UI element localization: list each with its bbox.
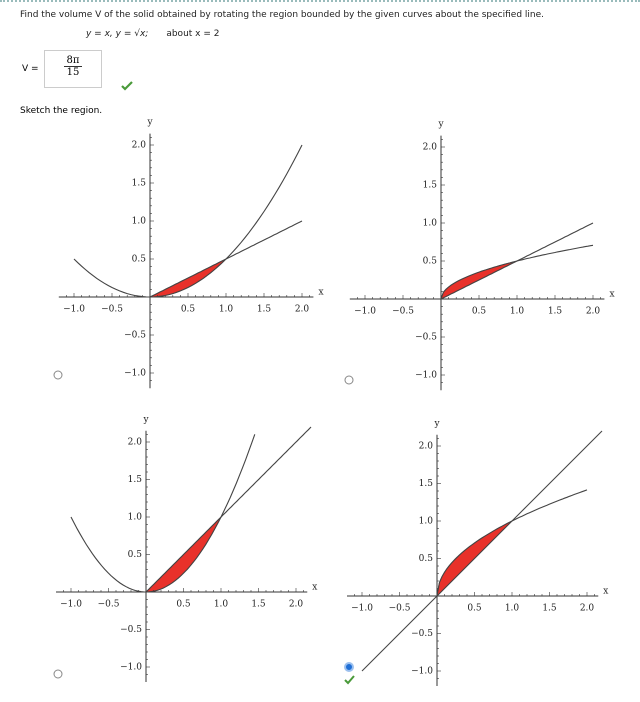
x-tick-label: −1.0 <box>351 604 373 614</box>
rotation-axis: about x = 2 <box>166 29 220 39</box>
radio-button[interactable] <box>53 669 63 679</box>
x-axis-label: x <box>312 583 317 593</box>
curve <box>440 244 594 300</box>
y-tick-label: 1.0 <box>128 513 143 523</box>
radio-button[interactable] <box>344 375 354 385</box>
prompt: Sketch the region. <box>20 106 103 116</box>
curve <box>73 144 303 298</box>
x-tick-label: −1.0 <box>354 307 376 317</box>
y-tick-label: −0.5 <box>411 629 433 639</box>
x-tick-label: 1.5 <box>257 305 272 315</box>
x-tick-label: 2.0 <box>580 604 595 614</box>
x-tick-label: 2.0 <box>586 307 601 317</box>
radio-button[interactable] <box>53 370 63 380</box>
radio-button[interactable] <box>344 662 354 672</box>
graph: −1.0 −0.5 0.5 1.0 1.5 2.0 2.0 1.5 1.0 0.5 −0.5 −1.0… <box>53 415 317 682</box>
x-tick-label: 0.5 <box>181 305 196 315</box>
x-tick-label: −0.5 <box>101 305 123 315</box>
equation-row: y = x, y = √x; about x = 2 <box>86 29 219 39</box>
x-tick-label: −0.5 <box>392 307 414 317</box>
y-tick-label: −1.0 <box>415 371 437 381</box>
x-tick-label: 1.0 <box>219 305 234 315</box>
question: Find the volume V of the solid obtained … <box>20 10 544 20</box>
y-tick-label: 2.0 <box>132 141 147 151</box>
y-tick-label: 1.5 <box>423 181 438 191</box>
line-curve <box>440 222 594 300</box>
x-tick-label: 1.5 <box>548 307 563 317</box>
y-tick-label: 1.5 <box>419 479 434 489</box>
numerator: 8π <box>63 55 83 67</box>
y-axis-label: y <box>437 120 444 130</box>
x-tick-label: 1.0 <box>214 600 229 610</box>
y-tick-label: 2.0 <box>419 442 434 452</box>
x-tick-label: 1.5 <box>251 600 266 610</box>
x-tick-label: 2.0 <box>289 600 304 610</box>
y-tick-label: −1.0 <box>411 667 433 677</box>
x-tick-label: 1.0 <box>505 604 520 614</box>
y-tick-label: −1.0 <box>124 369 146 379</box>
answer-box[interactable]: 8π 15 <box>44 50 102 88</box>
x-tick-label: −1.0 <box>60 600 82 610</box>
y-tick-label: −1.0 <box>120 663 142 673</box>
y-axis-label: y <box>433 419 440 429</box>
x-tick-label: 2.0 <box>295 305 310 315</box>
y-tick-label: 0.5 <box>128 550 143 560</box>
y-tick-label: −0.5 <box>415 333 437 343</box>
x-tick-label: −0.5 <box>389 604 411 614</box>
x-tick-label: 0.5 <box>472 307 487 317</box>
x-tick-label: 1.0 <box>510 307 525 317</box>
y-tick-label: 1.0 <box>423 219 438 229</box>
selected-check <box>344 675 355 685</box>
y-tick-label: 1.0 <box>419 517 434 527</box>
y-axis-label: y <box>146 118 153 128</box>
y-tick-label: 0.5 <box>423 257 438 267</box>
y-tick-label: 0.5 <box>419 554 434 564</box>
graph: −1.0 −0.5 0.5 1.0 1.5 2.0 2.0 1.5 1.0 0.5 −0.5 −1.0… <box>53 118 324 389</box>
check-mark <box>121 81 133 91</box>
x-axis-label: x <box>609 290 614 300</box>
answer-label: V = <box>22 64 39 74</box>
x-tick-label: −1.0 <box>63 305 85 315</box>
x-tick-label: 1.5 <box>542 604 557 614</box>
x-tick-label: 0.5 <box>176 600 191 610</box>
x-axis-label: x <box>603 587 608 597</box>
x-axis-label: x <box>318 288 323 298</box>
y-tick-label: 2.0 <box>128 438 143 448</box>
curve <box>436 489 588 597</box>
y-tick-label: 0.5 <box>132 255 147 265</box>
x-tick-label: 0.5 <box>467 604 482 614</box>
line-curve <box>149 220 303 298</box>
y-tick-label: −0.5 <box>124 331 146 341</box>
y-tick-label: 1.0 <box>132 217 147 227</box>
curve <box>70 434 256 593</box>
curves: y = x, y = √x; <box>86 29 149 39</box>
line-curve <box>145 426 312 593</box>
y-axis-label: y <box>142 415 149 425</box>
graph: −1.0 −0.5 0.5 1.0 1.5 2.0 2.0 1.5 1.0 0.5 −0.5 −1.0… <box>344 120 615 391</box>
x-tick-label: −0.5 <box>98 600 120 610</box>
line-curve <box>361 430 603 672</box>
y-tick-label: 1.5 <box>128 475 143 485</box>
denominator: 15 <box>66 67 80 78</box>
y-tick-label: 2.0 <box>423 143 438 153</box>
graph: −1.0 −0.5 0.5 1.0 1.5 2.0 2.0 1.5 1.0 0.5 −0.5 −1.0… <box>344 419 608 686</box>
y-tick-label: −0.5 <box>120 625 142 635</box>
y-tick-label: 1.5 <box>132 179 147 189</box>
